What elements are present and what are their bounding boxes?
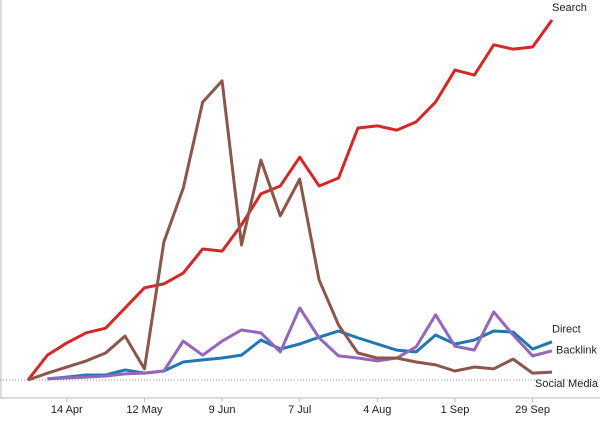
- x-tick-label: 7 Jul: [288, 404, 311, 416]
- x-tick-label: 4 Aug: [363, 404, 391, 416]
- x-tick-label: 14 Apr: [51, 404, 83, 416]
- series-label: Backlink: [556, 345, 597, 357]
- series-line: [47, 329, 553, 381]
- series-label: Social Media: [535, 378, 599, 390]
- series-line: [47, 306, 553, 381]
- series-line: [26, 19, 554, 381]
- x-tick-label: 1 Sep: [441, 404, 470, 416]
- series-line: [27, 79, 553, 382]
- series-label: Direct: [552, 324, 581, 336]
- x-tick-label: 9 Jun: [209, 404, 236, 416]
- x-tick-label: 12 May: [126, 404, 163, 416]
- x-tick-label: 29 Sep: [515, 404, 550, 416]
- series-label: Search: [552, 2, 587, 14]
